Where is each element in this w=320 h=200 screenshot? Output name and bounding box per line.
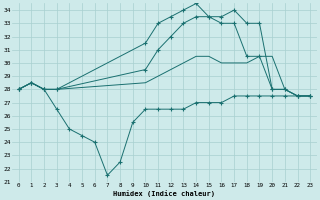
X-axis label: Humidex (Indice chaleur): Humidex (Indice chaleur): [114, 190, 215, 197]
